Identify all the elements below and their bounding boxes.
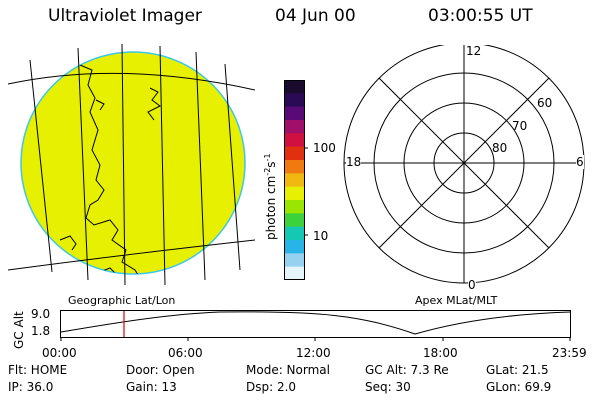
status-seq: Seq: 30 bbox=[365, 380, 411, 394]
status-ip: IP: 36.0 bbox=[8, 380, 54, 394]
status-mode: Mode: Normal bbox=[246, 363, 330, 377]
mlt-18-label: 18 bbox=[346, 155, 362, 169]
color-band bbox=[284, 226, 305, 241]
altitude-timeline bbox=[60, 310, 571, 341]
color-band bbox=[284, 186, 305, 201]
color-band bbox=[284, 200, 305, 214]
color-bar-unit-label: photon cm-2s-1 bbox=[263, 153, 278, 240]
color-tick-100: 100 bbox=[313, 141, 336, 155]
color-scale-bar bbox=[284, 80, 308, 280]
polar-mlt-plot bbox=[343, 45, 585, 284]
status-door: Door: Open bbox=[126, 363, 195, 377]
color-band bbox=[284, 173, 305, 188]
mlt-0-label: 0 bbox=[468, 278, 476, 292]
time-tick-4: 23:59 bbox=[552, 346, 587, 360]
time-tick-3: 18:00 bbox=[423, 346, 458, 360]
status-glon: GLon: 69.9 bbox=[486, 380, 552, 394]
status-glat: GLat: 21.5 bbox=[486, 363, 549, 377]
timeline-ylabel: GC Alt bbox=[12, 311, 26, 349]
time-tick-1: 06:00 bbox=[168, 346, 203, 360]
color-band bbox=[284, 253, 305, 268]
status-gain: Gain: 13 bbox=[126, 380, 177, 394]
time-tick-2: 12:00 bbox=[296, 346, 331, 360]
status-dsp: Dsp: 2.0 bbox=[246, 380, 297, 394]
color-band bbox=[284, 240, 305, 254]
timeline-y-bottom: 1.8 bbox=[31, 324, 51, 338]
mlt-12-label: 12 bbox=[466, 44, 482, 58]
time-tick-0: 00:00 bbox=[42, 346, 77, 360]
longitude-grid-lines bbox=[29, 43, 241, 286]
lat-70-label: 70 bbox=[512, 119, 528, 133]
geographic-map bbox=[7, 43, 256, 286]
color-band bbox=[284, 80, 305, 94]
status-gc-alt: GC Alt: 7.3 Re bbox=[365, 363, 449, 377]
color-band bbox=[284, 213, 305, 228]
color-tick-10: 10 bbox=[313, 229, 329, 243]
latitude-grid-lines bbox=[7, 72, 256, 271]
color-band bbox=[284, 93, 305, 108]
time-label: 03:00:55 UT bbox=[428, 6, 533, 26]
color-band bbox=[284, 120, 305, 134]
geographic-caption: Geographic Lat/Lon bbox=[68, 294, 176, 307]
color-band bbox=[284, 266, 305, 280]
lat-60-label: 60 bbox=[537, 96, 553, 110]
polar-caption: Apex MLat/MLT bbox=[415, 294, 498, 307]
uv-disk bbox=[20, 51, 246, 275]
mlt-6-label: 6 bbox=[576, 155, 584, 169]
color-band bbox=[284, 160, 305, 174]
instrument-title: Ultraviolet Imager bbox=[48, 6, 202, 26]
color-band bbox=[284, 106, 305, 121]
status-flt: Flt: HOME bbox=[8, 363, 68, 377]
color-band bbox=[284, 133, 305, 148]
date-label: 04 Jun 00 bbox=[275, 6, 356, 26]
color-band bbox=[284, 146, 305, 161]
lat-80-label: 80 bbox=[492, 141, 508, 155]
timeline-y-top: 9.0 bbox=[31, 307, 51, 321]
